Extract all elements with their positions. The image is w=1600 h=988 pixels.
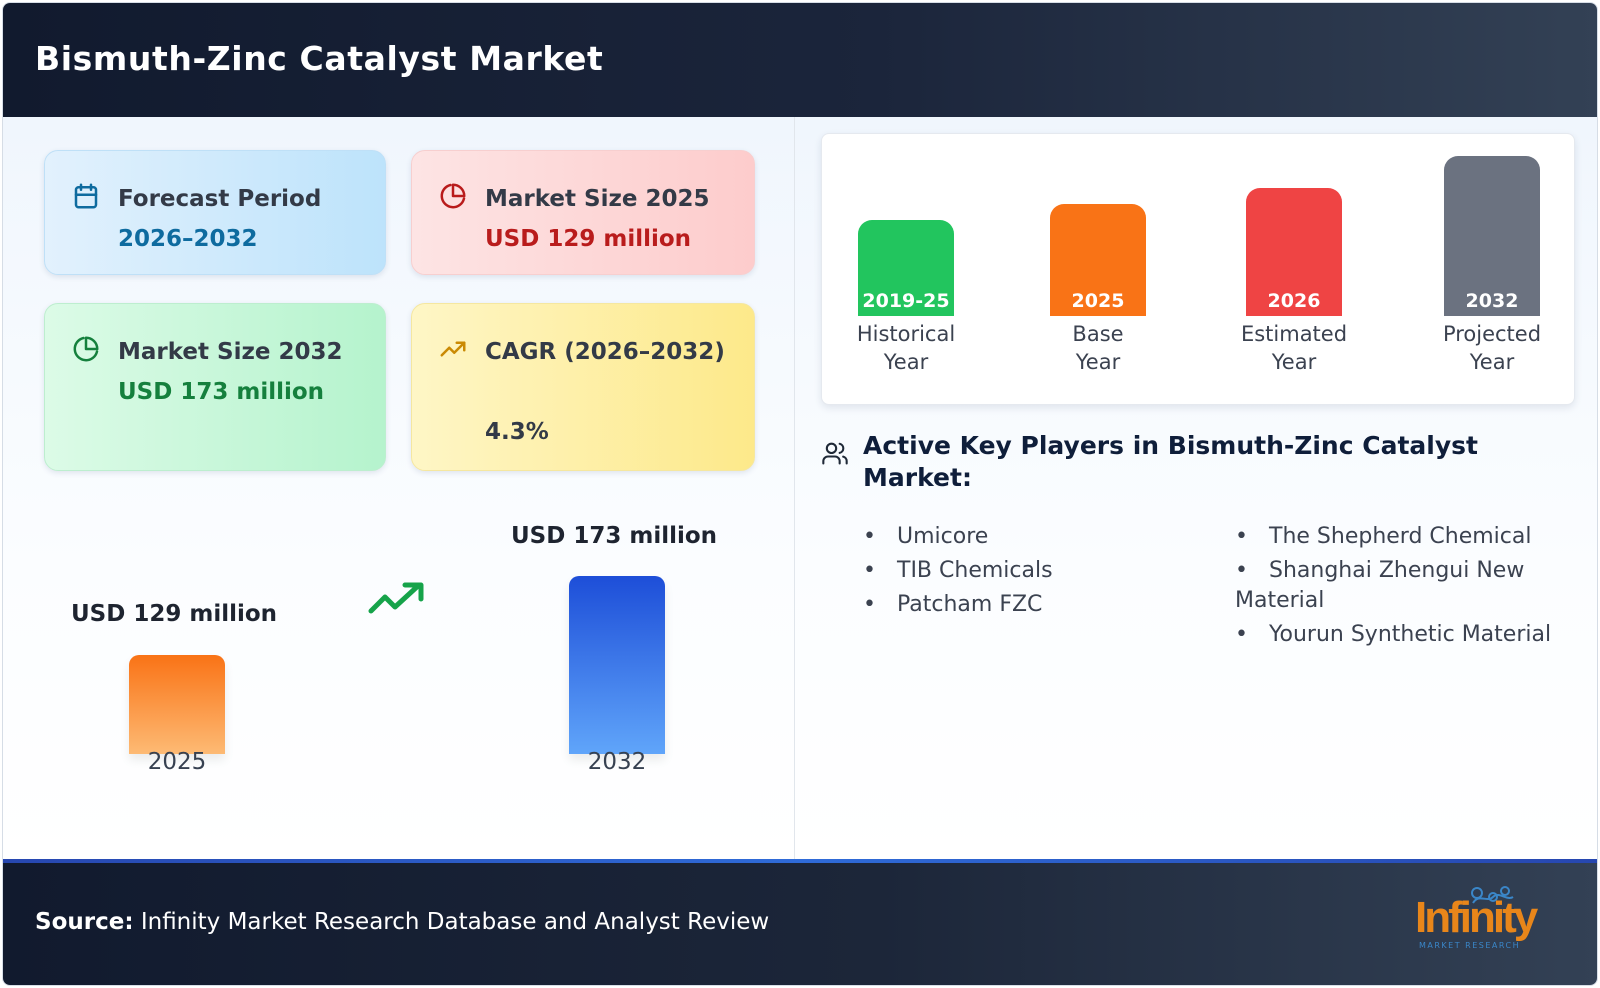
key-players-list-2: • The Shepherd Chemical • Shanghai Zhengui… xyxy=(1235,522,1575,654)
market-size-2025-value: USD 129 million xyxy=(485,226,692,252)
footer-accent-line xyxy=(3,859,1597,863)
header: Bismuth-Zinc Catalyst Market xyxy=(3,3,1597,117)
cagr-card: CAGR (2026–2032) 4.3% xyxy=(411,303,755,471)
timeline-bar-base: 2025 xyxy=(1050,204,1146,316)
timeline-label-line1: Estimated xyxy=(1240,322,1348,346)
timeline-label-line1: Historical xyxy=(856,322,956,346)
bar-value-2025: USD 129 million xyxy=(71,601,278,627)
timeline-label-estimated: Estimated Year xyxy=(1224,320,1364,376)
timeline-tag-base: 2025 xyxy=(1071,290,1125,312)
market-size-2032-label: Market Size 2032 xyxy=(118,339,343,365)
bar-2032 xyxy=(569,576,665,754)
timeline-label-base: Base Year xyxy=(1028,320,1168,376)
player-item: • Yourun Synthetic Material xyxy=(1235,622,1552,647)
source-label: Source: xyxy=(35,909,134,935)
users-icon xyxy=(822,442,848,465)
calendar-icon xyxy=(74,183,98,209)
bar-year-2025: 2025 xyxy=(147,749,207,775)
timeline-label-line1: Base xyxy=(1072,322,1124,346)
company-logo: Infinity MARKET RESEARCH xyxy=(1411,883,1541,963)
source-value: Infinity Market Research Database and An… xyxy=(140,909,770,935)
market-size-2032-value: USD 173 million xyxy=(118,379,325,405)
timeline-label-line2: Year xyxy=(883,350,929,374)
page-title: Bismuth-Zinc Catalyst Market xyxy=(35,39,604,78)
forecast-period-card: Forecast Period 2026–2032 xyxy=(44,150,386,275)
timeline-tag-projected: 2032 xyxy=(1465,290,1519,312)
cagr-label: CAGR (2026–2032) xyxy=(485,339,725,365)
bar-year-2032: 2032 xyxy=(587,749,647,775)
trending-up-icon xyxy=(440,341,466,357)
logo-text: Infinity xyxy=(1415,893,1538,942)
main-content: Forecast Period 2026–2032 Market Size 20… xyxy=(3,117,1597,861)
timeline-label-line2: Year xyxy=(1075,350,1121,374)
market-size-2032-card: Market Size 2032 USD 173 million xyxy=(44,303,386,471)
timeline-card: 2019-25 Historical Year 2025 Base Year 2… xyxy=(821,133,1575,405)
player-item: • Shanghai Zhengui New Material xyxy=(1235,558,1525,613)
infinity-logo-mark-icon xyxy=(1471,886,1514,904)
player-item: • Patcham FZC xyxy=(863,592,1043,617)
player-item: • TIB Chemicals xyxy=(863,558,1053,583)
timeline-bar-projected: 2032 xyxy=(1444,156,1540,316)
key-players-list-1: • Umicore • TIB Chemicals • Patcham FZC xyxy=(863,522,1203,624)
timeline-tag-estimated: 2026 xyxy=(1267,290,1321,312)
forecast-period-label: Forecast Period xyxy=(118,186,322,212)
player-item: • The Shepherd Chemical xyxy=(1235,524,1532,549)
market-size-2025-card: Market Size 2025 USD 129 million xyxy=(411,150,755,275)
trending-up-arrow-icon xyxy=(368,582,424,614)
cagr-value: 4.3% xyxy=(485,419,549,445)
market-size-2025-label: Market Size 2025 xyxy=(485,186,710,212)
timeline-label-projected: Projected Year xyxy=(1422,320,1562,376)
timeline-label-line1: Projected xyxy=(1442,322,1542,346)
player-item: • Umicore xyxy=(863,524,989,549)
pie-chart-icon xyxy=(440,183,466,209)
logo-subtext: MARKET RESEARCH xyxy=(1419,941,1521,950)
timeline-label-historical: Historical Year xyxy=(836,320,976,376)
key-players-title: Active Key Players in Bismuth-Zinc Catal… xyxy=(863,431,1478,492)
timeline-label-line2: Year xyxy=(1469,350,1515,374)
forecast-period-value: 2026–2032 xyxy=(118,226,258,252)
bar-value-2032: USD 173 million xyxy=(511,523,718,549)
bar-2025 xyxy=(129,655,225,754)
timeline-bar-estimated: 2026 xyxy=(1246,188,1342,316)
footer: Source: Infinity Market Research Databas… xyxy=(3,863,1597,985)
timeline-bar-historical: 2019-25 xyxy=(858,220,954,316)
source-text: Source: Infinity Market Research Databas… xyxy=(35,909,769,935)
timeline-tag-historical: 2019-25 xyxy=(862,290,950,312)
column-divider xyxy=(794,117,795,861)
timeline-label-line2: Year xyxy=(1271,350,1317,374)
pie-chart-icon xyxy=(73,336,99,362)
